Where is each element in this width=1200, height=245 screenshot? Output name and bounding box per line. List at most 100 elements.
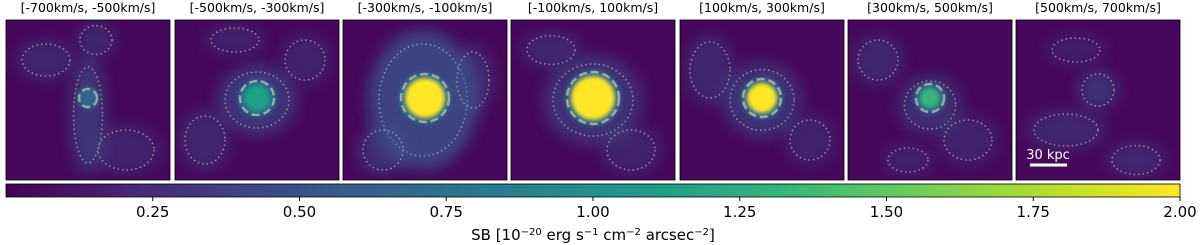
panel-frame [679,19,845,181]
contour [210,27,260,53]
colorbar-tick-label: 0.25 [136,203,169,221]
contour [1051,37,1101,63]
core [405,78,445,118]
contour [789,119,831,161]
panel-title: [-300km/s, -100km/s] [358,0,493,15]
panel: [-700km/s, -500km/s] [5,0,171,181]
contour [456,51,490,109]
core [747,83,777,113]
emission [785,115,835,165]
contour [79,24,113,56]
emission [1046,35,1106,65]
colorbar-label-part: erg s [542,226,584,244]
contour [689,41,731,99]
panel-image [1026,35,1166,178]
contour [184,115,226,165]
emission [1026,110,1106,150]
contour [97,129,155,171]
panel: [-500km/s, -300km/s] [174,0,340,181]
emission [16,40,76,80]
panel-image [358,30,493,175]
panel-frame [847,19,1013,181]
panel-title: [-100km/s, 100km/s] [528,0,658,15]
core [244,85,270,111]
contour [21,43,71,77]
panel-image [521,32,661,175]
panel-image [853,35,998,175]
contour [887,147,929,173]
emission [853,35,903,85]
colorbar-tick-label: 1.25 [723,203,756,221]
colorbar-tick-label: 1.75 [1017,203,1050,221]
core-contour [238,79,276,117]
contour [224,71,290,129]
panel-title: [-700km/s, -500km/s] [21,0,156,15]
emission [685,35,735,105]
scale-bar-label: 30 kpc [1026,148,1070,163]
emission [938,115,998,165]
panel-frame [1015,19,1181,181]
emission [205,25,265,55]
core-contour [741,77,783,119]
panel-image [180,25,330,170]
colorbar-label-part: cm [599,226,627,244]
panel-title: [-500km/s, -300km/s] [190,0,325,15]
contour [284,39,326,81]
panel-frame [5,19,171,181]
colorbar-tick-label: 1.50 [870,203,903,221]
contour [857,39,899,81]
colorbar-label-part: ] [709,226,715,244]
colorbar-label-part: SB [10 [471,226,521,244]
colorbar-tick-label: 0.50 [283,203,316,221]
contour [606,129,656,171]
emission [883,145,933,175]
contour [72,66,104,164]
contour [362,129,404,171]
panel: [500km/s, 700km/s] [1015,0,1181,181]
colorbar-label-part: −2 [626,227,641,238]
colorbar-label-part: −20 [521,227,542,238]
contour [729,68,795,132]
core [920,88,940,108]
emission [453,45,493,115]
core [83,93,93,103]
emission [280,35,330,85]
contour [1111,144,1161,176]
colorbar-tick-label: 1.00 [576,203,609,221]
panel-frame [510,19,676,181]
core-contour [77,87,99,109]
core-contour [565,70,621,126]
emission [521,32,581,68]
emission [1078,70,1118,110]
panel: [-300km/s, -100km/s] [342,0,508,181]
panel-title: [100km/s, 300km/s] [699,0,825,15]
emission [180,110,230,170]
emission [601,125,661,175]
colorbar-label-part: −1 [584,227,599,238]
contour [526,34,576,66]
emission [91,125,161,175]
panel: [300km/s, 500km/s] [847,0,1013,181]
panel-frame [342,19,508,181]
panel-frame [174,19,340,181]
contour [1033,113,1099,147]
panel-image [685,35,835,165]
contour [1081,73,1115,107]
core-contour [399,72,451,124]
colorbar-tick-label: 2.00 [1163,203,1196,221]
panel: [100km/s, 300km/s] [679,0,845,181]
contour [943,119,993,161]
colorbar-label: SB [10−20 erg s−1 cm−2 arcsec−2] [471,226,715,244]
emission [76,22,116,58]
panel-title: [300km/s, 500km/s] [867,0,993,15]
panel: [-100km/s, 100km/s] [510,0,676,181]
panel-image [16,22,161,175]
contour [903,80,957,130]
emission [358,125,408,175]
core [571,76,615,120]
colorbar-tick-label: 0.75 [430,203,463,221]
emission [1106,142,1166,178]
panel-title: [500km/s, 700km/s] [1035,0,1161,15]
core-contour [914,82,946,114]
